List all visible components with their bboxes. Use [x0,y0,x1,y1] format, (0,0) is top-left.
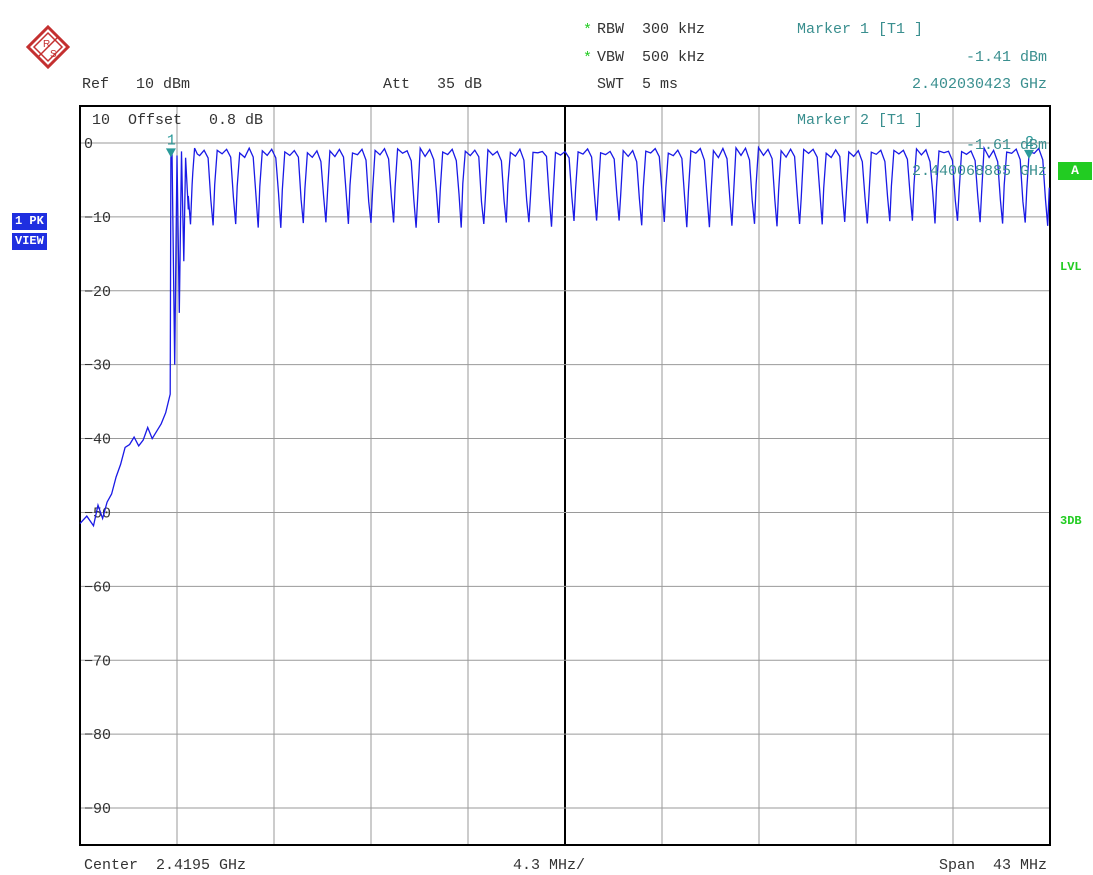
y-tick-label: −70 [84,653,111,670]
frequency-span: Span 43 MHz [938,857,1047,874]
center-frequency: Center 2.4195 GHz [84,857,247,874]
attenuation: Att 35 dB [383,76,483,93]
trace-detector-badge: 1 PK [12,213,47,230]
svg-text:R: R [43,39,50,50]
marker2-freq: 2.440068885 GHz [911,163,1047,180]
y-tick-label: −60 [84,579,111,596]
marker2-title: Marker 2 [T1 ] [797,112,924,129]
marker-number-label: 1 [167,132,176,149]
y-tick-label: −80 [84,727,111,744]
sweep-time: SWT 5 ms [597,76,679,93]
plot-frame [79,105,1051,846]
marker1-title: Marker 1 [T1 ] [797,21,924,38]
svg-text:S: S [50,49,57,60]
marker-triangle [1023,149,1034,159]
rohde-schwarz-logo: R S [8,8,71,70]
trace-view-badge: VIEW [12,233,47,250]
trace-line [79,145,1050,528]
3db-indicator: 3DB [1060,514,1082,528]
marker2-level: -1.61 dBm [965,137,1047,154]
y-tick-label: −10 [84,210,111,227]
marker-number-label: 2 [1025,134,1034,151]
y-tick-label: −30 [84,358,111,375]
marker1-level: -1.41 dBm [965,49,1047,66]
marker1-freq: 2.402030423 GHz [911,76,1047,93]
vbw-readout: VBW 500 kHz [597,49,706,66]
y-tick-label: −20 [84,284,111,301]
marker-triangle [165,148,176,158]
vbw-star: * [583,50,593,67]
y-tick-label: −50 [84,505,111,522]
y-tick-label: −90 [84,801,111,818]
y-tick-label: 0 [84,136,93,153]
logo-diamond-icon: R S [25,24,71,70]
rbw-readout: RBW 300 kHz [597,21,706,38]
frequency-per-division: 4.3 MHz/ [513,857,586,874]
lvl-indicator: LVL [1060,260,1082,274]
trace-a-indicator: A [1058,162,1092,180]
ref-level: Ref 10 dBm [82,76,191,93]
rbw-star: * [583,22,593,39]
y-tick-label: −40 [84,432,111,449]
offset-label: 10 Offset 0.8 dB [92,112,264,129]
